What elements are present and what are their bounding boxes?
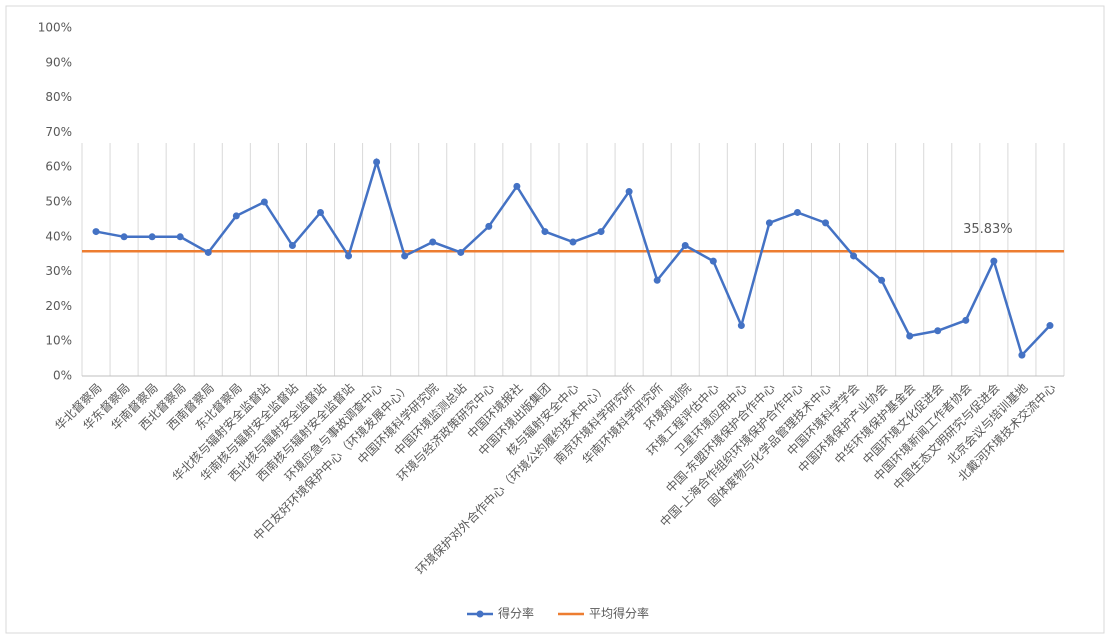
data-point — [1018, 351, 1026, 359]
data-point — [597, 228, 605, 236]
data-point — [373, 158, 381, 166]
data-point — [653, 276, 661, 284]
data-point — [232, 212, 240, 220]
data-point — [148, 233, 156, 241]
data-point — [906, 332, 914, 340]
average-label: 35.83% — [963, 222, 1013, 237]
data-point — [793, 208, 801, 216]
y-tick-label: 50% — [45, 195, 72, 209]
data-point — [288, 242, 296, 249]
data-point — [429, 238, 437, 246]
data-point — [260, 198, 268, 206]
data-point — [345, 252, 353, 260]
data-point — [176, 233, 184, 241]
data-point — [962, 316, 970, 324]
data-point — [457, 248, 465, 256]
data-point — [513, 182, 521, 190]
y-tick-label: 30% — [45, 264, 72, 278]
data-point — [765, 219, 773, 227]
y-tick-label: 80% — [45, 90, 72, 104]
data-point — [204, 248, 212, 256]
y-tick-label: 10% — [45, 334, 72, 348]
data-point — [625, 188, 633, 196]
y-tick-label: 60% — [45, 160, 72, 174]
legend-marker — [476, 610, 484, 618]
data-point — [737, 322, 745, 330]
data-point — [569, 238, 577, 246]
y-tick-label: 90% — [45, 55, 72, 69]
data-point — [822, 219, 830, 227]
legend-label: 平均得分率 — [589, 606, 649, 621]
data-point — [1046, 322, 1054, 330]
data-point — [316, 208, 324, 216]
data-point — [120, 233, 128, 241]
y-tick-label: 70% — [45, 125, 72, 139]
y-tick-label: 100% — [38, 21, 72, 35]
legend-label: 得分率 — [498, 606, 534, 621]
y-tick-label: 40% — [45, 229, 72, 243]
data-point — [878, 276, 886, 284]
y-tick-label: 20% — [45, 299, 72, 313]
data-point — [485, 222, 493, 230]
data-point — [681, 242, 689, 249]
data-point — [401, 252, 409, 260]
y-tick-label: 0% — [53, 369, 72, 383]
data-point — [990, 257, 998, 265]
data-point — [709, 257, 717, 265]
data-point — [850, 252, 858, 260]
data-point — [541, 228, 549, 236]
chart-frame — [5, 5, 1105, 634]
data-point — [934, 327, 942, 335]
data-point — [92, 228, 100, 236]
